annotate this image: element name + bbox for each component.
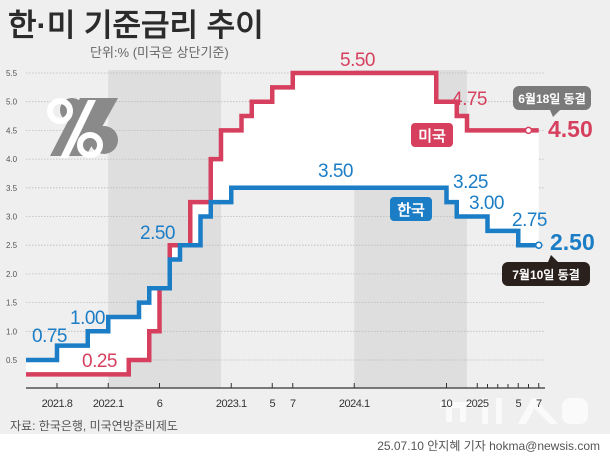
us-rate-line [26,70,539,377]
korea-label-3.50: 3.50 [318,161,353,182]
x-tick-label: 2024.1 [339,398,370,410]
x-tick-label: 6 [157,398,163,410]
x-tick-label: 5 [515,398,521,410]
y-tick-label: 1.0 [6,327,18,336]
legend-korea: 한국 [390,197,432,221]
us-label-4.75: 4.75 [452,89,487,110]
korea-rate-line [26,185,539,363]
x-tick-label: 10 [441,398,453,410]
y-tick-label: 3.5 [6,184,18,193]
x-tick-label: 2023.1 [216,398,247,410]
gap-fill [26,73,539,375]
svg-text:7월10일 동결: 7월10일 동결 [512,267,580,282]
percent-icon [47,98,118,158]
korea-label-current: 2.50 [550,229,595,255]
y-tick-label: 5.0 [6,98,18,107]
y-tick-label: 4.5 [6,126,18,135]
korea-label-2.50: 2.50 [140,223,175,244]
x-tick-label: 2025 [466,398,489,410]
y-tick-label: 4.0 [6,155,18,164]
chart-title: 한·미 기준금리 추이 [8,8,264,43]
korea-label-3.25: 3.25 [453,172,488,193]
us-label-current: 4.50 [548,116,593,142]
chart-subtitle: 단위:% (미국은 상단기준) [90,45,229,60]
y-tick-label: 2.0 [6,270,18,279]
y-tick-label: 0.5 [6,356,18,365]
watermark-logo [440,398,588,424]
svg-text:한국: 한국 [397,202,425,219]
korea-freeze-callout: 7월10일 동결 [502,255,590,286]
x-tick-label: 2022.1 [93,398,124,410]
us-label-5.50: 5.50 [340,50,375,71]
korea-label-0.75: 0.75 [32,326,67,347]
korea-rate-marker [535,241,543,249]
credit-line: 25.07.10 안지혜 기자 hokma@newsis.com [377,439,600,453]
y-tick-label: 5.5 [6,69,18,78]
x-tick-label: 5 [269,398,275,410]
svg-text:6월18일 동결: 6월18일 동결 [518,91,586,106]
y-tick-label: 1.5 [6,299,18,308]
us-freeze-callout: 6월18일 동결 [513,86,591,117]
korea-label-1.00: 1.00 [70,308,105,329]
korea-label-3.00: 3.00 [469,193,504,214]
x-tick-label: 2021.8 [42,398,73,410]
x-tick-label: 7 [290,398,296,410]
svg-text:미국: 미국 [418,128,446,145]
us-label-0.25: 0.25 [82,351,117,372]
x-tick-label: 7 [536,398,542,410]
source-note: 자료: 한국은행, 미국연방준비제도 [10,418,178,433]
y-tick-label: 3.0 [6,213,18,222]
legend-us: 미국 [411,123,453,147]
y-tick-label: 2.5 [6,241,18,250]
us-rate-marker [524,126,533,135]
korea-label-2.75: 2.75 [512,210,547,231]
